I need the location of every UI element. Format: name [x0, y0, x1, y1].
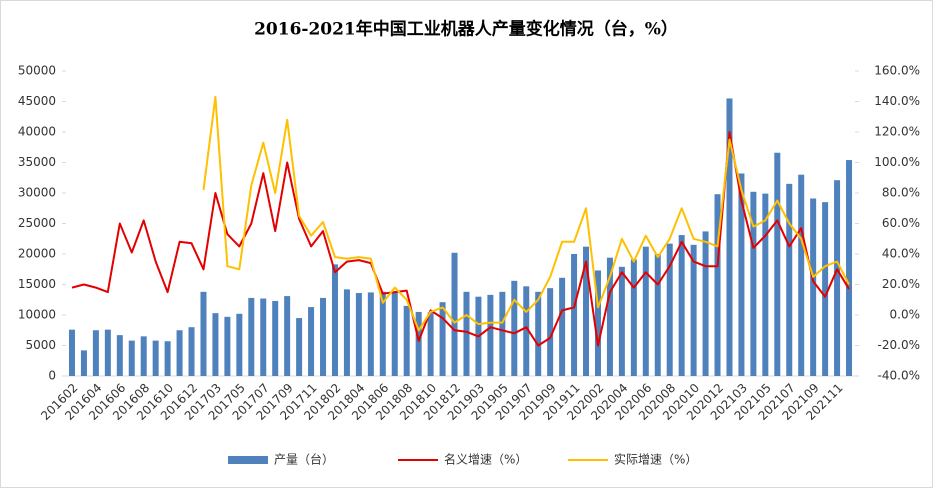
y2-tick-label: 100.0% — [874, 155, 920, 169]
bar — [654, 254, 661, 376]
y2-tick-label: 20.0% — [882, 277, 920, 291]
legend-label: 名义增速（%） — [444, 452, 527, 467]
bar — [260, 298, 267, 376]
bar — [200, 291, 207, 376]
bar — [499, 291, 506, 376]
bar — [714, 194, 721, 376]
bar — [666, 243, 673, 376]
bar — [630, 259, 637, 376]
bar — [391, 292, 398, 376]
bar — [188, 327, 195, 376]
bar — [678, 235, 685, 376]
bar — [618, 266, 625, 376]
bar — [786, 183, 793, 376]
y2-tick-label: 60.0% — [882, 216, 920, 230]
line — [71, 131, 850, 347]
bar — [690, 244, 697, 376]
bar — [738, 173, 745, 376]
y2-tick-label: 160.0% — [874, 64, 920, 78]
bar — [487, 294, 494, 376]
y2-tick-label: -40.0% — [878, 369, 920, 383]
y-tick-label: 20000 — [18, 247, 56, 261]
line — [202, 95, 850, 332]
bar — [80, 350, 87, 376]
bar — [176, 330, 183, 376]
bar — [379, 291, 386, 376]
bar — [427, 312, 434, 376]
y2-tick-label: 40.0% — [882, 247, 920, 261]
bar — [272, 300, 279, 376]
bar — [511, 280, 518, 376]
y-tick-label: 25000 — [18, 216, 56, 230]
bar — [606, 257, 613, 376]
bar — [451, 252, 458, 376]
y-tick-label: 0 — [48, 369, 56, 383]
y2-tick-label: 0.0% — [890, 308, 921, 322]
bar — [726, 98, 733, 376]
bar — [834, 180, 841, 376]
bar — [463, 291, 470, 376]
y2-tick-label: 140.0% — [874, 94, 920, 108]
y2-tick-label: 80.0% — [882, 186, 920, 200]
bar — [331, 264, 338, 376]
bar — [308, 307, 315, 376]
bar — [846, 160, 853, 376]
bar — [403, 305, 410, 376]
legend-label: 产量（台） — [274, 452, 334, 467]
y2-tick-label: -20.0% — [878, 338, 920, 352]
bar — [571, 254, 578, 376]
y-tick-label: 10000 — [18, 308, 56, 322]
y-tick-label: 15000 — [18, 277, 56, 291]
bar — [320, 297, 327, 376]
bar — [798, 174, 805, 376]
bar — [343, 289, 350, 376]
bar — [152, 340, 159, 376]
bar — [774, 152, 781, 376]
bar — [296, 318, 303, 376]
bar — [224, 316, 231, 376]
bar — [128, 340, 135, 376]
y-tick-label: 5000 — [25, 338, 56, 352]
bar — [355, 293, 362, 376]
bar — [594, 270, 601, 376]
bar — [439, 302, 446, 376]
legend-label: 实际增速（%） — [614, 452, 697, 467]
bar — [583, 246, 590, 376]
bar — [523, 286, 530, 376]
bar — [762, 193, 769, 376]
bar — [236, 313, 243, 376]
bar — [212, 313, 219, 376]
bar — [750, 191, 757, 376]
bar — [104, 329, 111, 376]
y-tick-label: 40000 — [18, 125, 56, 139]
y2-tick-label: 120.0% — [874, 125, 920, 139]
bar — [810, 198, 817, 376]
y-tick-label: 45000 — [18, 94, 56, 108]
bar — [116, 335, 123, 376]
bar — [248, 297, 255, 376]
bar — [702, 231, 709, 376]
legend-swatch — [228, 456, 268, 464]
bar — [92, 330, 99, 376]
bar — [284, 296, 291, 376]
bar — [367, 292, 374, 376]
bar — [415, 311, 422, 376]
chart-title: 2016-2021年中国工业机器人产量变化情况（台，%） — [254, 19, 678, 40]
bar — [535, 291, 542, 376]
bar — [68, 329, 75, 376]
y-tick-label: 50000 — [18, 64, 56, 78]
bar — [822, 202, 829, 376]
bar — [547, 288, 554, 376]
bar — [164, 341, 171, 376]
bar — [140, 336, 147, 376]
bar — [642, 246, 649, 376]
y-tick-label: 30000 — [18, 186, 56, 200]
bar — [559, 277, 566, 376]
y-tick-label: 35000 — [18, 155, 56, 169]
